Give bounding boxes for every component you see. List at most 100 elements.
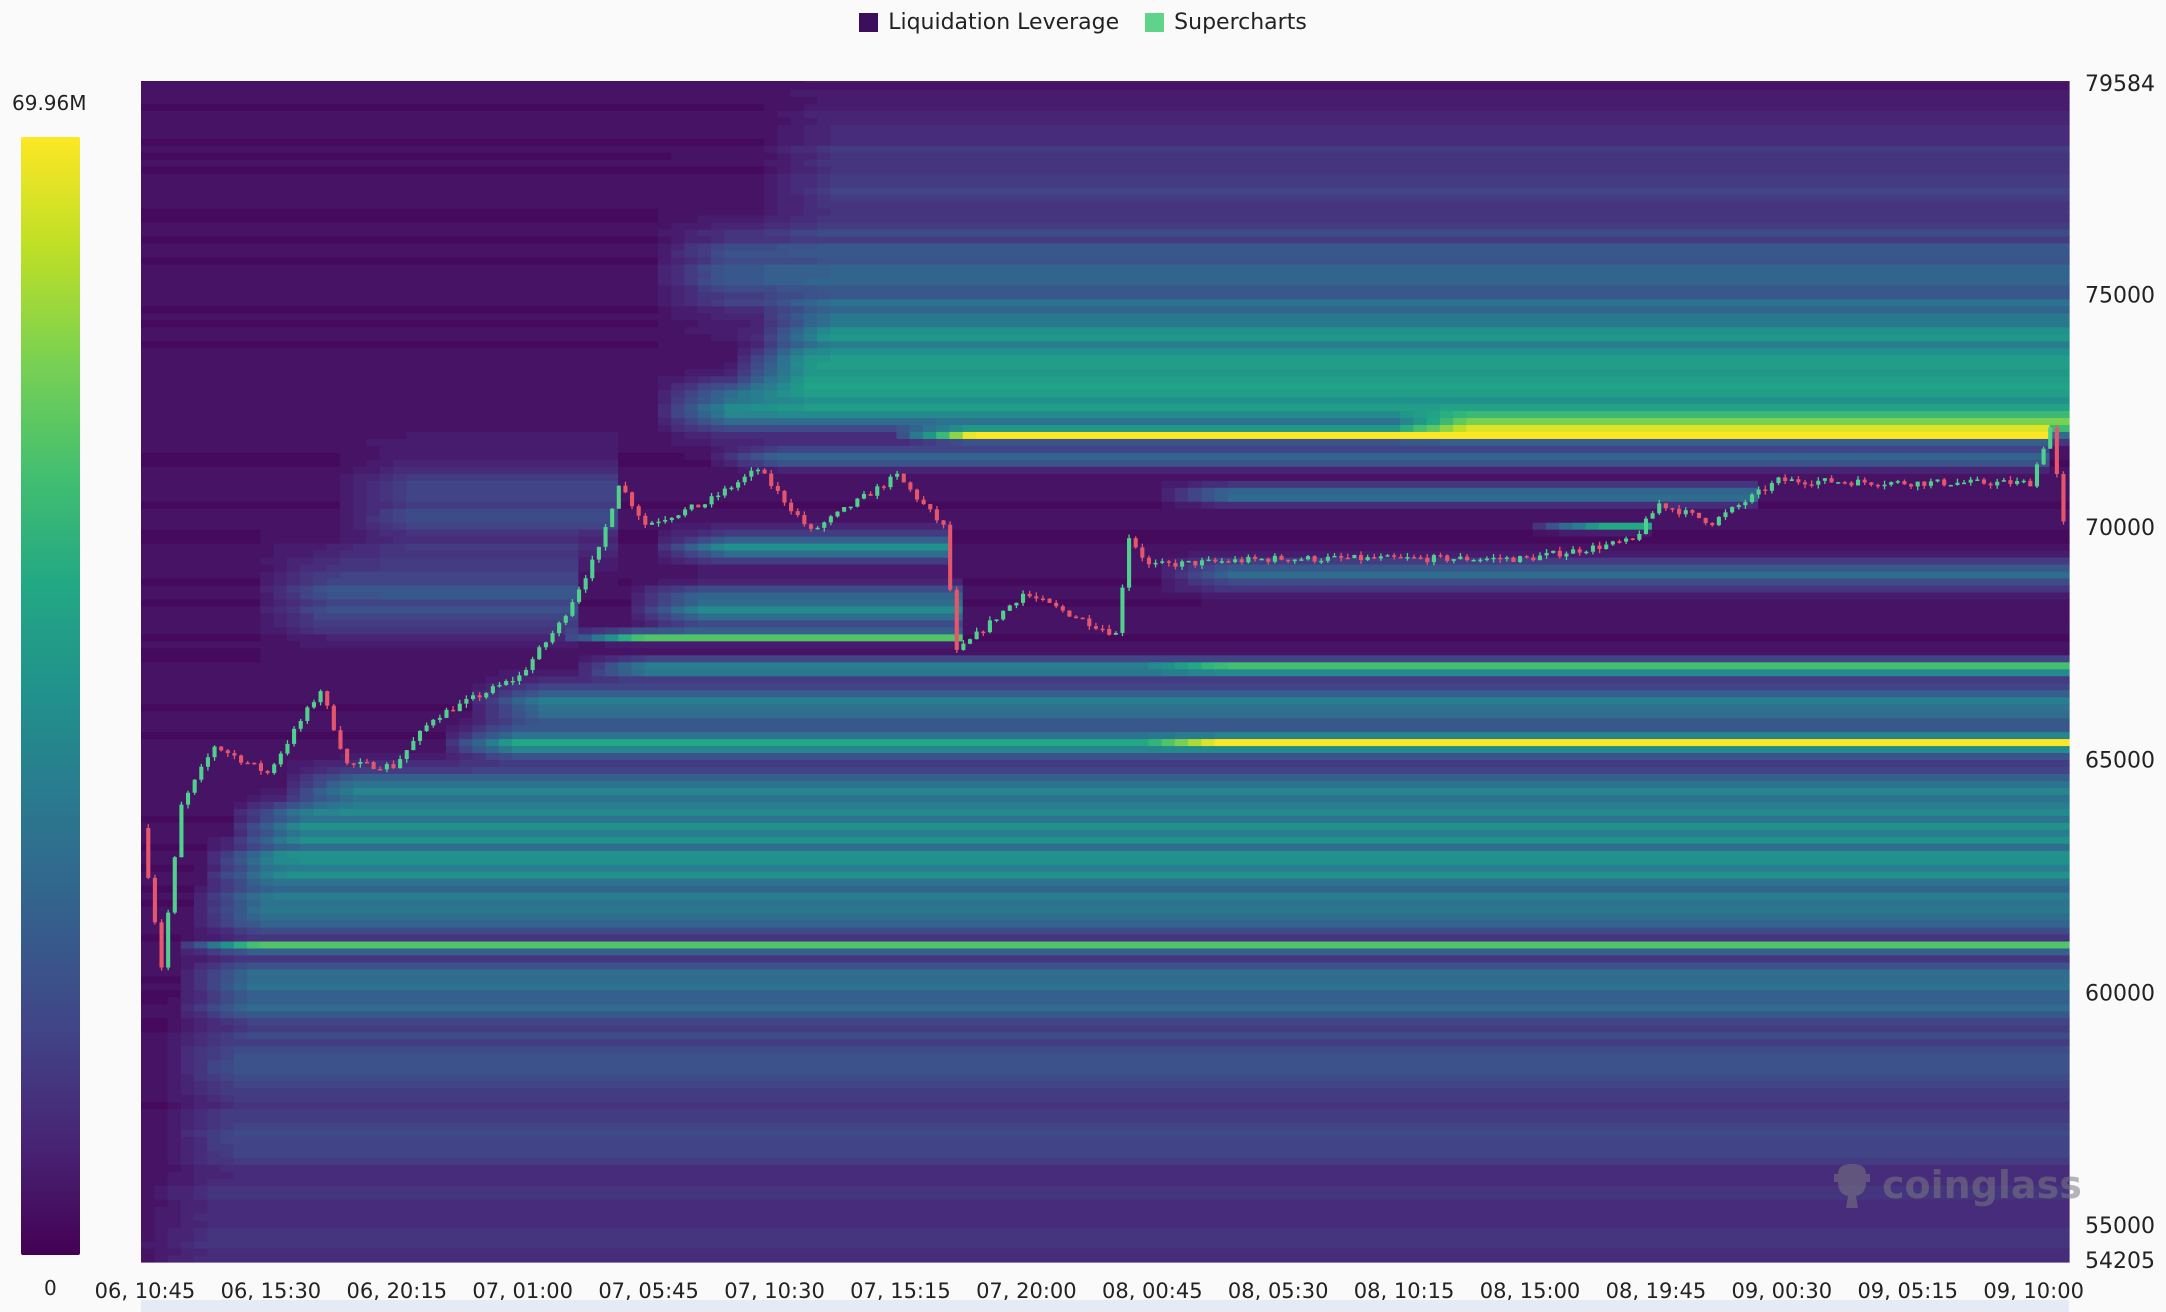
heat-cell — [366, 487, 381, 495]
heat-cell — [300, 563, 328, 572]
heat-cell — [498, 745, 513, 754]
heat-cell — [154, 1227, 169, 1235]
heat-cell — [1532, 529, 1560, 537]
heat-cell — [207, 961, 222, 970]
candle — [1365, 556, 1370, 561]
heat-cell — [816, 145, 831, 153]
candle — [523, 669, 529, 676]
heat-cell — [816, 298, 831, 307]
heat-cell — [485, 738, 500, 747]
heat-cell — [300, 605, 314, 614]
heat-cell — [141, 333, 712, 342]
heat-cell — [671, 605, 686, 614]
heat-cell — [379, 522, 394, 530]
heat-cell — [896, 431, 911, 439]
heat-cell — [326, 584, 579, 593]
heat-cell — [763, 298, 778, 307]
heat-cell — [1188, 661, 1202, 670]
heat-cell — [472, 682, 487, 691]
heat-cell — [710, 375, 739, 384]
heat-cell — [697, 256, 712, 265]
candle — [663, 519, 668, 522]
heat-cell — [777, 403, 805, 412]
heat-cell — [1174, 661, 1189, 670]
heat-cell — [141, 305, 659, 314]
heat-cell — [750, 361, 765, 370]
heat-cell — [273, 836, 288, 844]
heat-cell — [141, 1122, 169, 1130]
heat-cell — [763, 354, 778, 363]
x-tick-label: 06, 20:15 — [347, 1279, 448, 1303]
heat-cell — [710, 221, 765, 230]
heat-cell — [816, 284, 2070, 293]
heat-cell — [1174, 577, 1189, 586]
heat-cell — [286, 815, 301, 823]
range-navigator[interactable] — [141, 1300, 2069, 1312]
heat-cell — [710, 445, 725, 453]
candle — [543, 642, 548, 648]
heat-cell — [273, 584, 288, 593]
heat-cell — [777, 291, 805, 300]
heat-cell — [141, 480, 341, 488]
candle — [1458, 556, 1463, 560]
heat-cell — [339, 808, 2070, 816]
heat-cell — [247, 947, 2070, 956]
heat-cell — [286, 794, 301, 802]
heat-cell — [339, 480, 354, 488]
heat-cell — [220, 961, 235, 970]
heat-cell — [167, 1059, 182, 1068]
candle — [1551, 550, 1556, 553]
heat-cell — [141, 1143, 169, 1151]
candle — [404, 750, 409, 760]
heat-cell — [141, 557, 261, 565]
heat-cell — [657, 591, 672, 600]
candle — [437, 717, 442, 720]
candle — [808, 524, 814, 529]
candle — [1014, 602, 1019, 606]
heat-cell — [207, 1206, 2070, 1214]
legend-item-supercharts[interactable]: Supercharts — [1145, 10, 1307, 35]
heat-cell — [141, 584, 261, 593]
heat-cell — [1201, 577, 1216, 586]
heat-cell — [975, 431, 2051, 439]
heat-cell — [1559, 522, 1574, 530]
candle — [1889, 482, 1894, 485]
heat-cell — [777, 180, 792, 188]
heat-cell — [141, 1052, 169, 1061]
heat-cell — [657, 235, 672, 244]
heat-cell — [339, 550, 381, 558]
heat-cell — [141, 431, 407, 439]
heat-cell — [472, 731, 487, 740]
heat-cell — [260, 584, 275, 593]
heat-cell — [247, 982, 2070, 991]
candle — [1239, 559, 1244, 563]
heat-cell — [141, 619, 261, 628]
heat-cell — [697, 298, 712, 307]
heat-cell — [207, 878, 222, 886]
heat-cell — [1214, 494, 1229, 502]
heat-cell — [326, 577, 579, 586]
heat-cell — [710, 459, 725, 467]
heat-cell — [180, 1122, 195, 1130]
heat-cell — [671, 242, 686, 251]
heat-cell — [339, 794, 354, 802]
legend-item-liquidation-leverage[interactable]: Liquidation Leverage — [859, 10, 1119, 35]
heat-cell — [657, 298, 672, 307]
candle — [1690, 510, 1695, 513]
heat-cell — [618, 661, 632, 670]
heat-cell — [247, 857, 261, 865]
heat-cell — [777, 187, 792, 195]
heat-cell — [763, 221, 792, 230]
heat-cell — [366, 494, 381, 502]
heat-cell — [260, 871, 275, 879]
heat-cell — [313, 557, 341, 565]
candle — [610, 508, 615, 528]
heat-cell — [1757, 501, 2070, 509]
heat-cell — [180, 933, 195, 942]
heat-cell — [180, 1108, 195, 1117]
candle — [1146, 557, 1152, 565]
heat-cell — [525, 710, 540, 719]
heat-cell — [459, 724, 473, 733]
heat-cell — [671, 256, 686, 265]
